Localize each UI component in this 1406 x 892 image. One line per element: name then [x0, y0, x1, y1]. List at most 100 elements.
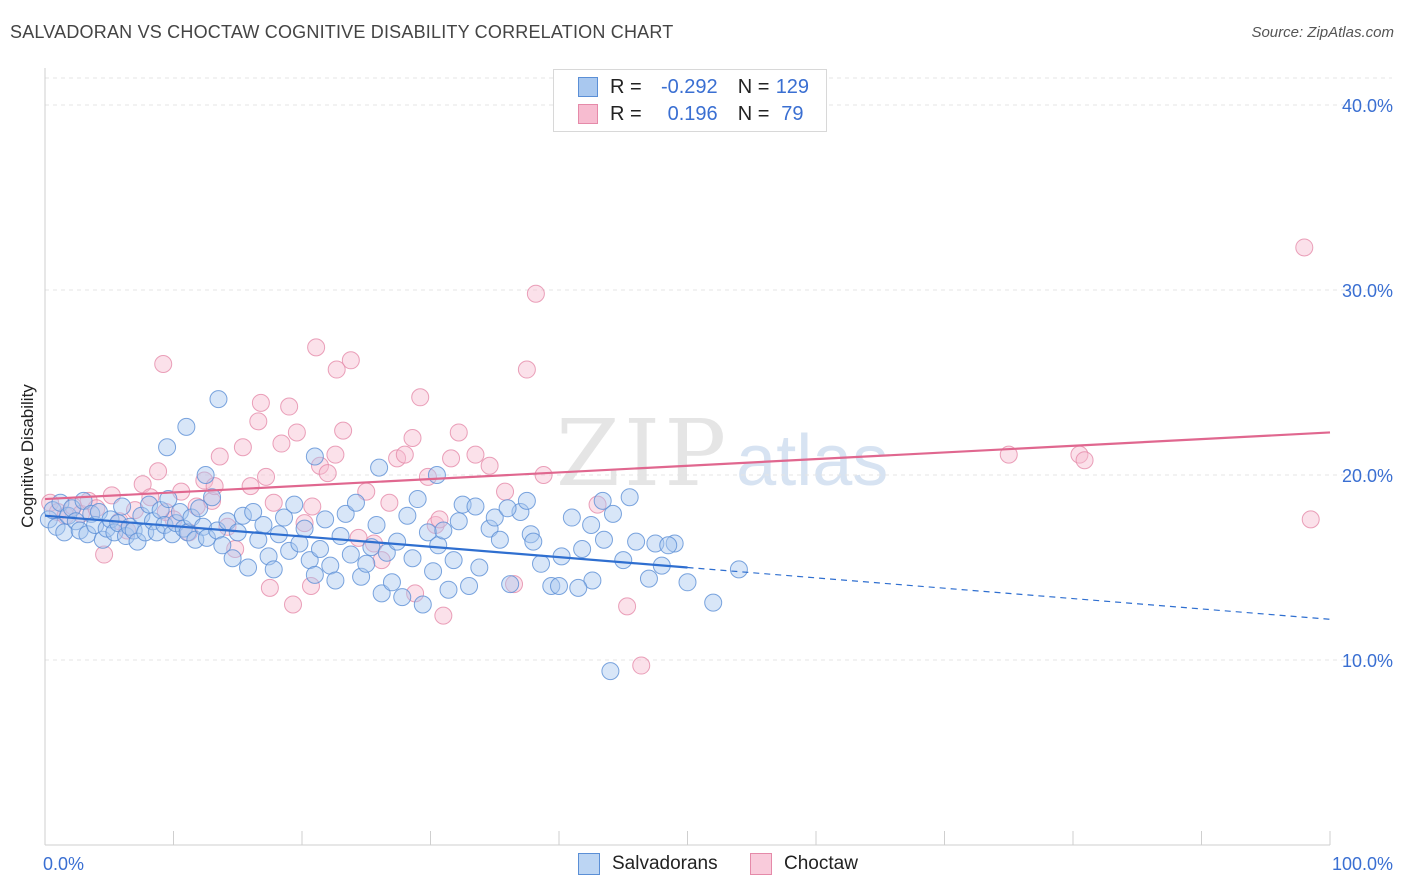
choctaw-point [418, 467, 437, 486]
choctaw-point [403, 429, 422, 447]
salvadoran-point [316, 510, 335, 529]
salvadoran-point [275, 508, 294, 527]
x-tick-label: 0.0% [43, 854, 84, 874]
salvadoran-point [517, 491, 536, 510]
salvadoran-point [583, 571, 602, 590]
salvadoran-point [170, 503, 189, 521]
salvadoran-point [128, 532, 147, 551]
x-tick-label: 100.0% [1332, 854, 1393, 874]
legend-swatch-pink [578, 104, 598, 124]
choctaw-point [310, 456, 329, 475]
salvadoran-point [729, 560, 748, 579]
salvadoran-point [413, 595, 432, 614]
stats-legend: R = -0.292 N = 129 R = 0.196 N = 79 [553, 69, 827, 132]
choctaw-point [233, 438, 252, 457]
salvadoran-point [254, 515, 273, 534]
salvadoran-point [158, 438, 177, 457]
salvadoran-point [439, 580, 458, 599]
choctaw-point [95, 545, 114, 564]
choctaw-point [1301, 510, 1320, 529]
legend-r-label: R = [610, 75, 642, 98]
legend-n-value: 129 [775, 75, 810, 98]
salvadoran-point [388, 532, 407, 551]
choctaw-point [260, 578, 279, 597]
salvadoran-point [532, 554, 551, 573]
watermark: ZIPatlas [556, 400, 888, 507]
salvadoran-point [704, 593, 723, 612]
choctaw-point [272, 434, 291, 453]
salvadoran-point [357, 554, 376, 573]
salvadoran-point [213, 536, 232, 555]
choctaw-point [449, 423, 468, 442]
salvadoran-point [55, 523, 74, 542]
legend-r-value: 0.196 [667, 102, 718, 125]
choctaw-point [280, 397, 299, 416]
salvadoran-point [113, 497, 132, 516]
bottom-legend-salvadorans: Salvadorans [578, 851, 718, 877]
salvadoran-point [460, 577, 479, 595]
salvadoran-point [398, 506, 417, 525]
salvadoran-point [93, 530, 112, 549]
y-tick-label: 40.0% [1342, 96, 1393, 116]
salvadoran-point [470, 558, 489, 577]
salvadoran-point [336, 504, 355, 523]
salvadoran-point [190, 499, 209, 518]
legend-row-choctaw: R = 0.196 N = 79 [578, 101, 815, 127]
choctaw-trend-line [44, 431, 1331, 501]
salvadoran-point [449, 512, 468, 531]
choctaw-point [318, 464, 337, 483]
salvadoran-point [466, 497, 485, 516]
salvadoran-point [382, 573, 401, 592]
salvadoran-point [159, 490, 178, 509]
salvadoran-point [310, 540, 329, 558]
salvadoran-point [418, 523, 437, 542]
salvadoran-point [639, 569, 658, 588]
salvadoran-point [39, 510, 58, 529]
salvadoran-point [331, 527, 350, 546]
choctaw-point [295, 514, 314, 533]
choctaw-point [251, 393, 270, 412]
legend-n-label: N = [737, 75, 770, 98]
choctaw-point [505, 575, 524, 594]
y-tick-label: 10.0% [1342, 651, 1393, 671]
salvadoran-point [177, 417, 196, 436]
choctaw-point [287, 423, 306, 442]
legend-swatch-blue [578, 77, 598, 97]
legend-r-value: -0.292 [660, 75, 718, 98]
legend-n-value: 79 [781, 102, 804, 125]
choctaw-point [195, 471, 214, 490]
choctaw-point [154, 355, 173, 373]
salvadoran-point [490, 530, 509, 549]
choctaw-point [149, 462, 168, 481]
choctaw-point [1075, 451, 1094, 470]
salvadoran-point [614, 551, 633, 570]
choctaw-point [341, 351, 360, 370]
choctaw-point [434, 606, 453, 625]
legend-n-label: N = [737, 102, 770, 125]
choctaw-point [632, 656, 651, 675]
choctaw-points [41, 238, 1320, 675]
bottom-legend-label: Choctaw [784, 853, 858, 874]
salvadoran-point [501, 575, 520, 594]
choctaw-point [430, 510, 449, 529]
salvadoran-point [295, 519, 314, 538]
salvadoran-point [140, 495, 159, 514]
salvadoran-point [203, 488, 222, 507]
y-tick-label: 20.0% [1342, 466, 1393, 486]
bottom-legend-swatch-blue [578, 853, 600, 875]
salvadoran-point [444, 551, 463, 570]
choctaw-point [480, 456, 499, 475]
choctaw-point [307, 338, 326, 357]
choctaw-point [284, 595, 303, 614]
salvadoran-point [665, 534, 684, 553]
bottom-legend-choctaw: Choctaw [750, 851, 858, 877]
salvadoran-point [573, 540, 592, 558]
choctaw-point [526, 284, 545, 303]
salvadoran-point [196, 466, 215, 484]
salvadoran-point [408, 490, 427, 509]
choctaw-point [466, 445, 485, 464]
choctaw-point [334, 421, 353, 440]
salvadoran-point [346, 493, 365, 512]
salvadoran-point [542, 577, 561, 595]
choctaw-point [249, 412, 268, 431]
